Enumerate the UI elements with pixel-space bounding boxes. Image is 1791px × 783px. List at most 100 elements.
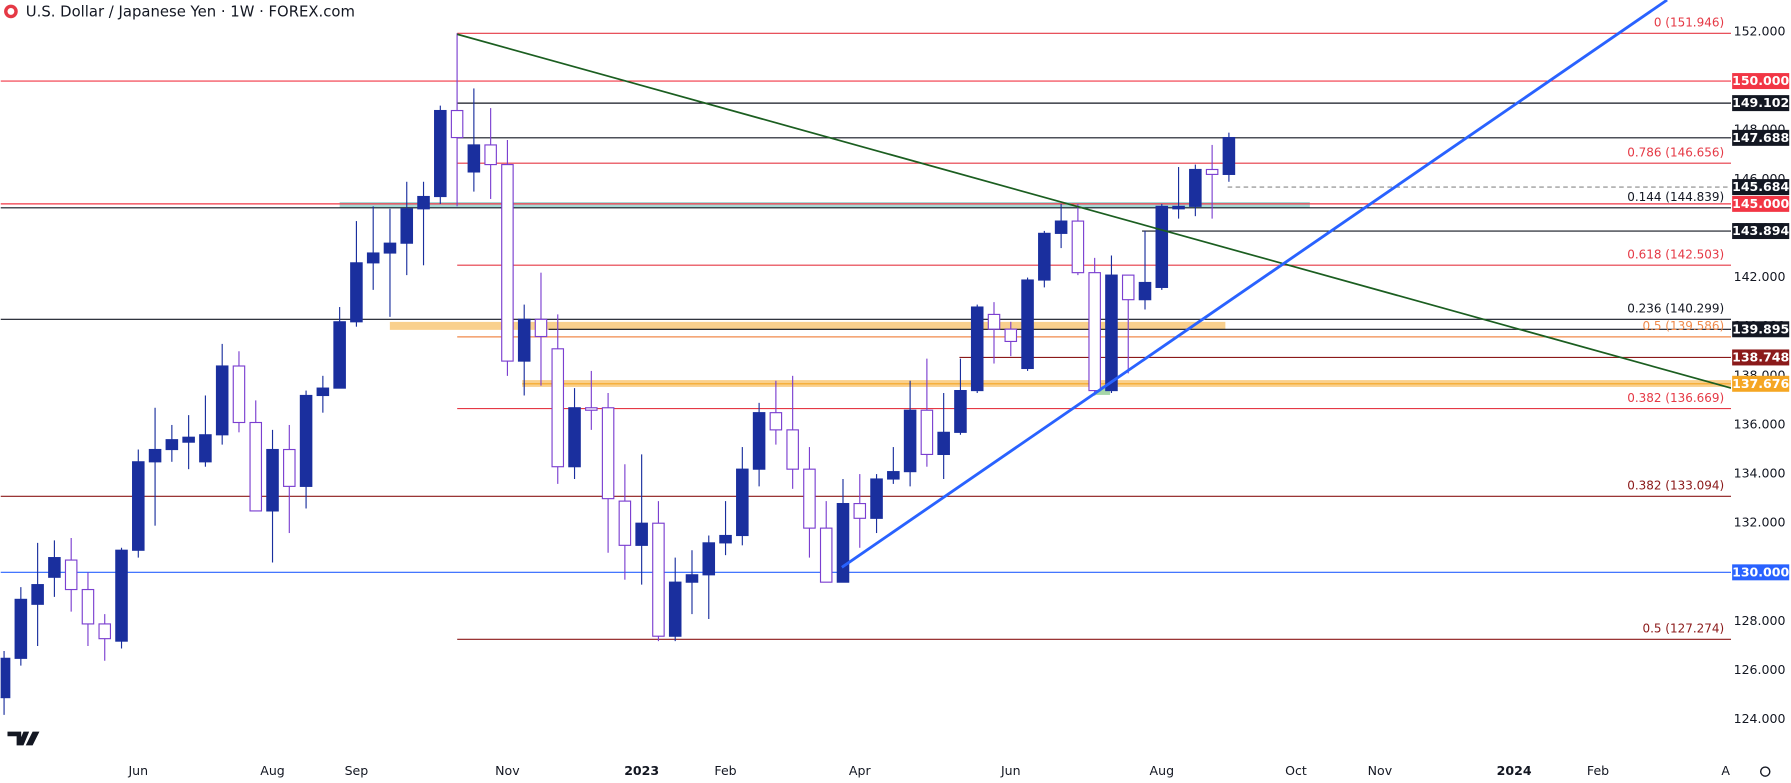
candle-body [1138,281,1152,301]
zone [389,321,1226,330]
candle-body [601,407,615,500]
x-tick-label: 2024 [1497,763,1532,778]
fib-label: 0 (151.946) [1654,15,1724,29]
settings-icon[interactable] [1759,766,1771,777]
candle-body [148,448,162,463]
candle-body [1222,136,1236,175]
candle-body [954,389,967,433]
x-tick-label: Apr [849,763,872,778]
candle-body [819,527,833,583]
price-label-box [1732,349,1790,366]
chart-title: U.S. Dollar / Japanese Yen · 1W · FOREX.… [26,4,355,21]
candle-body [316,387,330,397]
candle-body [467,144,481,173]
price-label: 149.102 [1732,95,1789,110]
trendlines [456,0,1732,569]
candle-body [1205,168,1219,175]
y-tick-label: 152.000 [1734,23,1786,38]
candle-body [618,500,632,546]
candle-body [0,657,11,699]
settings-icon[interactable] [1759,766,1771,777]
candle-body [803,468,816,529]
candle-body [232,365,246,424]
price-label: 139.895 [1732,321,1789,336]
trendline [841,0,1668,569]
zone [1094,385,1111,395]
candle-body [769,412,783,431]
price-label: 130.000 [1732,564,1789,579]
header: U.S. Dollar / Japanese Yen · 1W · FOREX.… [4,4,355,21]
y-tick-label: 142.000 [1734,269,1786,284]
candle-body [1105,274,1118,392]
candle-body [635,522,648,546]
price-label-box [1732,195,1790,212]
labels: 0 (151.946) 0.786 (146.656) 0.144 (144.839… [1627,15,1724,635]
candle-body [1038,232,1051,281]
candle-body [534,318,548,338]
candle-body [752,412,766,470]
candle-body [81,588,95,625]
candle-body [1189,168,1202,207]
price-label-box [1732,375,1790,392]
x-tick-label: Nov [495,763,520,778]
candle-body [1155,205,1169,288]
candle-body [434,109,447,198]
x-tick-label: Feb [714,763,736,778]
x-tick-label: Oct [1285,763,1307,778]
candle-body [249,421,263,512]
candle-body [920,409,934,456]
candle-body [685,574,699,583]
fib-label: 0.5 (127.274) [1642,622,1724,636]
candle-body [450,109,464,139]
x-tick-label: Aug [260,763,285,778]
price-label-box [1732,321,1790,338]
price-label-box [1732,223,1790,240]
candle-body [400,208,414,244]
y-tick-label: 134.000 [1734,466,1786,481]
fib-label: 0.5 (139.586) [1642,319,1724,333]
fib-label: 0.144 (144.839) [1627,190,1724,204]
price-label-box [1732,564,1790,581]
candle-body [870,478,883,519]
fib-label: 0.786 (146.656) [1627,145,1724,159]
x-tick-label: Apr [1721,763,1744,778]
candle-body [736,468,749,537]
candle-body [215,365,229,436]
candle-body [517,318,531,362]
price-label: 147.688 [1732,130,1789,145]
fib-label: 0.236 (140.299) [1627,302,1724,316]
fib-label: 0.382 (133.094) [1627,479,1724,493]
candle-body [887,471,900,480]
x-tick-label: Nov [1368,763,1393,778]
price-label-box [1732,95,1790,112]
candle-body [417,195,430,210]
candle-body [350,262,363,323]
price-label: 143.894 [1732,223,1789,238]
candle-body [1021,279,1034,370]
candle-body [199,434,212,463]
candle-body [970,306,984,392]
candle-body [48,557,61,578]
candle-body [1054,220,1068,234]
candle-body [165,439,179,451]
price-label: 150.000 [1732,73,1789,88]
logo [7,731,40,746]
candle-body [501,164,514,362]
x-tick-label: Jun [127,763,148,778]
candle-body [568,407,581,468]
candle-body [132,461,145,551]
fib-label: 0.618 (142.503) [1627,247,1724,261]
candle-body [484,144,497,166]
price-label-box [1732,179,1790,196]
candle-body [98,623,112,640]
price-label-box [1732,73,1790,90]
candle-body [652,522,665,637]
candles [0,33,1236,715]
candle-body [31,584,44,605]
y-tick-label: 126.000 [1734,662,1786,677]
zone [339,202,1310,208]
candle-body [1004,328,1018,343]
price-label: 145.000 [1732,196,1789,211]
price-label: 137.676 [1732,376,1789,391]
